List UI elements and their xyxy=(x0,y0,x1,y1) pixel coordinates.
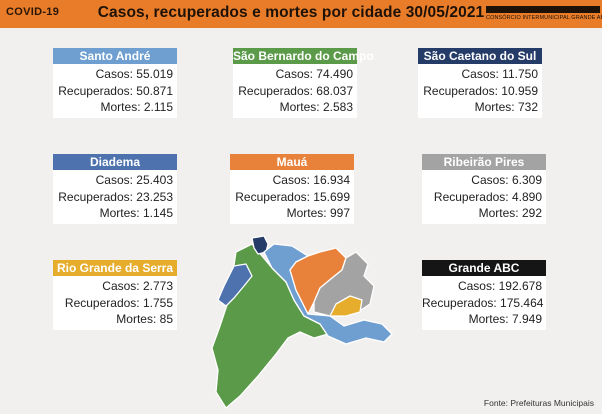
card-sao-caetano-do-sul: São Caetano do Sul Casos: 11.750 Recuper… xyxy=(418,48,542,118)
header-bar: COVID-19 Casos, recuperados e mortes por… xyxy=(0,0,602,28)
recuperados-value: Recuperados: 4.890 xyxy=(433,189,542,204)
page-title: Casos, recuperados e mortes por cidade 3… xyxy=(97,4,485,21)
consortium-logo: CONSÓRCIO INTERMUNICIPAL GRANDE ABC xyxy=(486,3,602,25)
card-title: Santo André xyxy=(53,48,177,64)
card-title: Grande ABC xyxy=(422,260,546,276)
card-title: Diadema xyxy=(53,154,177,170)
grande-abc-map xyxy=(211,235,393,409)
casos-value: Casos: 55.019 xyxy=(95,67,173,81)
card-grande-abc: Grande ABC Casos: 192.678 Recuperados: 1… xyxy=(422,260,546,330)
recuperados-value: Recuperados: 175.464 xyxy=(422,295,544,310)
mortes-value: Mortes: 2.115 xyxy=(100,100,173,114)
mortes-value: Mortes: 1.145 xyxy=(99,206,173,220)
recuperados-value: Recuperados: 50.871 xyxy=(58,83,173,98)
mortes-value: Mortes: 997 xyxy=(286,206,350,220)
card-title: Mauá xyxy=(230,154,354,170)
casos-value: Casos: 2.773 xyxy=(102,279,173,293)
card-sao-bernardo-do-campo: São Bernardo do Campo Casos: 74.490 Recu… xyxy=(233,48,374,118)
recuperados-value: Recuperados: 23.253 xyxy=(58,189,173,204)
casos-value: Casos: 11.750 xyxy=(461,67,539,81)
recuperados-value: Recuperados: 10.959 xyxy=(423,83,538,98)
region-diadema xyxy=(217,263,253,307)
card-diadema: Diadema Casos: 25.403 Recuperados: 23.25… xyxy=(53,154,177,224)
recuperados-value: Recuperados: 68.037 xyxy=(238,83,353,98)
mortes-value: Mortes: 732 xyxy=(474,100,538,114)
mortes-value: Mortes: 7.949 xyxy=(468,312,542,326)
mortes-value: Mortes: 292 xyxy=(478,206,542,220)
region-rio-grande-da-serra xyxy=(329,295,363,317)
casos-value: Casos: 74.490 xyxy=(275,67,353,81)
casos-value: Casos: 25.403 xyxy=(95,173,173,187)
card-title: São Caetano do Sul xyxy=(418,48,542,64)
mortes-value: Mortes: 85 xyxy=(116,312,173,326)
card-santo-andre: Santo André Casos: 55.019 Recuperados: 5… xyxy=(53,48,177,118)
card-maua: Mauá Casos: 16.934 Recuperados: 15.699 M… xyxy=(230,154,354,224)
source-note: Fonte: Prefeituras Municipais xyxy=(483,398,594,408)
casos-value: Casos: 6.309 xyxy=(471,173,542,187)
mortes-value: Mortes: 2.583 xyxy=(279,100,353,114)
casos-value: Casos: 192.678 xyxy=(457,279,542,293)
card-title: Ribeirão Pires xyxy=(422,154,546,170)
casos-value: Casos: 16.934 xyxy=(272,173,350,187)
card-title: Rio Grande da Serra xyxy=(53,260,177,276)
recuperados-value: Recuperados: 1.755 xyxy=(64,295,173,310)
recuperados-value: Recuperados: 15.699 xyxy=(235,189,350,204)
card-title: São Bernardo do Campo xyxy=(233,48,374,64)
card-ribeirao-pires: Ribeirão Pires Casos: 6.309 Recuperados:… xyxy=(422,154,546,224)
covid-tag: COVID-19 xyxy=(6,6,60,18)
card-rio-grande-da-serra: Rio Grande da Serra Casos: 2.773 Recuper… xyxy=(53,260,177,330)
